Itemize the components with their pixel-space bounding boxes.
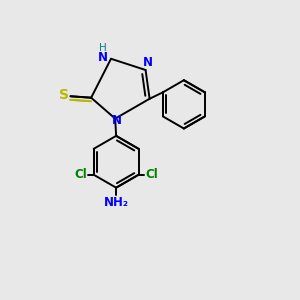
Text: Cl: Cl [146,168,158,181]
Text: Cl: Cl [74,168,87,181]
Text: NH₂: NH₂ [103,196,129,209]
Text: S: S [59,88,69,102]
Text: H: H [99,43,106,52]
Text: N: N [112,115,122,128]
Text: N: N [143,56,153,69]
Text: N: N [98,51,108,64]
